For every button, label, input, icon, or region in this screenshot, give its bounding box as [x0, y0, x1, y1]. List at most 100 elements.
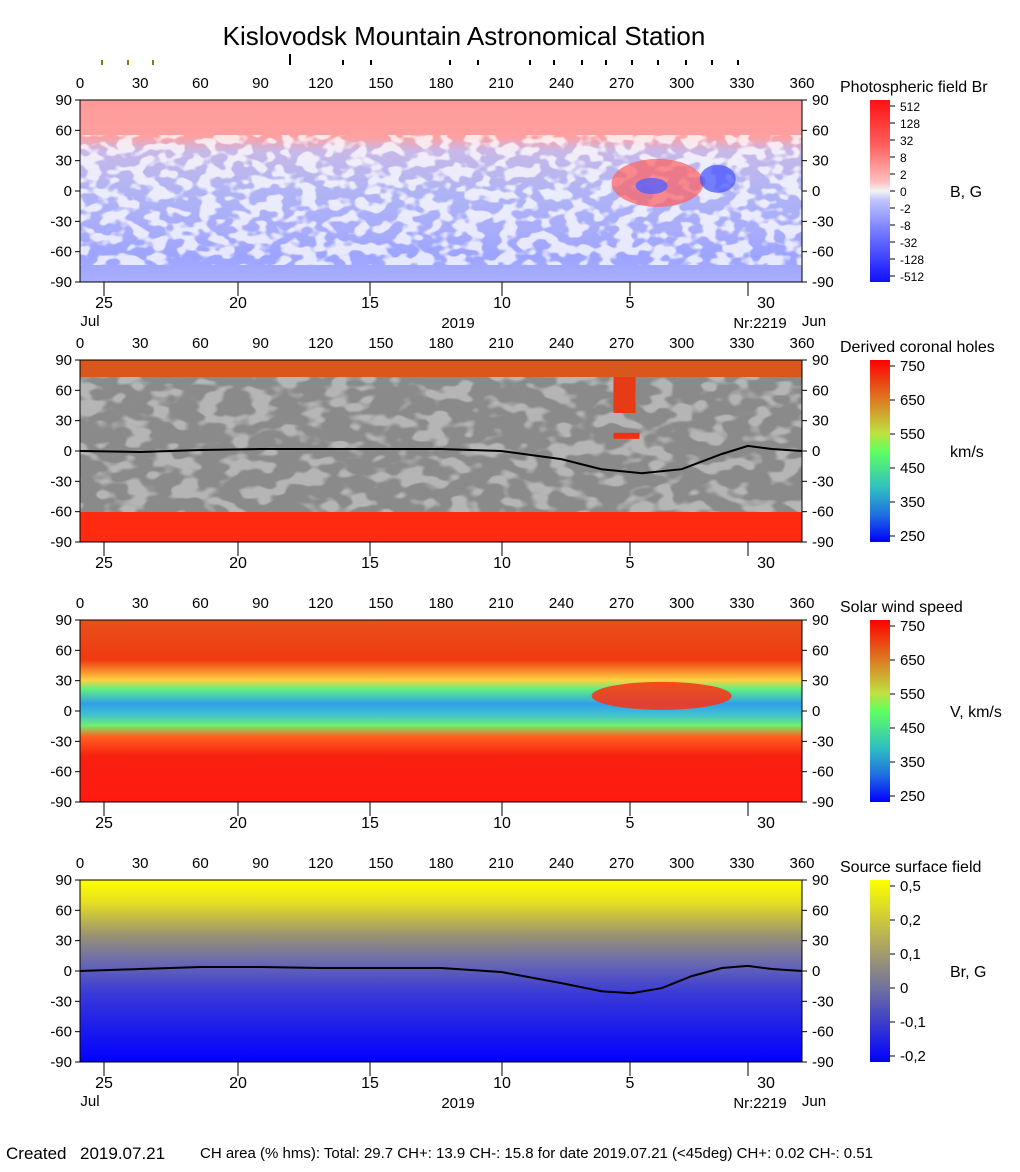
x-tick-label: 210: [489, 595, 514, 612]
footer-ch-area: CH area (% hms): Total: 29.7 CH+: 13.9 C…: [200, 1145, 873, 1162]
colorbar-tick-label: -0,2: [900, 1048, 926, 1065]
date-tick-label: 5: [626, 815, 635, 832]
y-tick-label-right: -60: [812, 1024, 834, 1041]
y-tick-label-right: 0: [812, 703, 820, 720]
x-tick-label: 270: [609, 75, 634, 92]
x-tick-label: 30: [132, 855, 149, 872]
colorbar-tick-label: 650: [900, 392, 925, 409]
y-tick-label-right: -30: [812, 733, 834, 750]
date-tick-label: 15: [361, 815, 379, 832]
y-tick-label-left: 60: [55, 122, 72, 139]
x-tick-label: 90: [252, 595, 269, 612]
date-tick-label: 20: [229, 815, 247, 832]
y-tick-label-left: -30: [50, 473, 72, 490]
date-tick-label: 5: [626, 555, 635, 572]
x-tick-label: 330: [729, 595, 754, 612]
y-tick-label-left: 90: [55, 352, 72, 369]
x-tick-label: 360: [789, 595, 814, 612]
y-tick-label-right: 30: [812, 933, 829, 950]
colorbar-tick-label: -128: [900, 253, 924, 267]
colorbar-tick-label: -0,1: [900, 1014, 926, 1031]
y-tick-label-left: 60: [55, 642, 72, 659]
x-tick-label: 300: [669, 75, 694, 92]
x-tick-label: 150: [368, 595, 393, 612]
colorbar-tick-label: 350: [900, 494, 925, 511]
y-tick-label-right: 90: [812, 92, 829, 109]
colorbar-tick-label: 350: [900, 754, 925, 771]
y-tick-label-right: 90: [812, 612, 829, 629]
colorbar-tick-label: 128: [900, 117, 920, 131]
date-tick-label: 10: [493, 815, 511, 832]
x-tick-label: 60: [192, 75, 209, 92]
rotation-number-label: Nr:2219: [733, 1095, 786, 1112]
x-tick-label: 0: [76, 335, 84, 352]
y-tick-label-left: 30: [55, 933, 72, 950]
x-tick-label: 150: [368, 855, 393, 872]
x-tick-label: 240: [549, 855, 574, 872]
y-tick-label-right: 30: [812, 413, 829, 430]
panel-title: Solar wind speed: [840, 599, 963, 616]
y-tick-label-left: 0: [64, 963, 72, 980]
colorbar-tick-label: 550: [900, 426, 925, 443]
x-tick-label: 120: [308, 335, 333, 352]
y-tick-label-right: -30: [812, 473, 834, 490]
colorbar-tick-label: 0,1: [900, 946, 921, 963]
date-tick-label: 10: [493, 295, 511, 312]
y-tick-label-left: -60: [50, 1024, 72, 1041]
active-region-negative-east: [699, 164, 736, 193]
source-surface-map: [80, 880, 802, 1062]
south-coronal-hole: [80, 512, 802, 542]
footer-created-date: 2019.07.21: [80, 1144, 165, 1163]
y-tick-label-left: -90: [50, 794, 72, 811]
y-tick-label-left: 30: [55, 153, 72, 170]
x-tick-label: 0: [76, 595, 84, 612]
colorbar: [870, 620, 890, 802]
y-tick-label-left: 0: [64, 703, 72, 720]
y-tick-label-right: 60: [812, 122, 829, 139]
date-tick-label: 10: [493, 1075, 511, 1092]
y-tick-label-left: -30: [50, 733, 72, 750]
x-tick-label: 300: [669, 855, 694, 872]
x-tick-label: 330: [729, 335, 754, 352]
colorbar-tick-label: 550: [900, 686, 925, 703]
y-tick-label-left: 90: [55, 872, 72, 889]
date-tick-label: 15: [361, 555, 379, 572]
y-tick-label-right: -30: [812, 993, 834, 1010]
colorbar-tick-label: 450: [900, 720, 925, 737]
y-tick-label-left: -60: [50, 764, 72, 781]
y-tick-label-right: 0: [812, 443, 820, 460]
y-tick-label-left: 60: [55, 382, 72, 399]
x-tick-label: 30: [132, 595, 149, 612]
date-tick-label: 15: [361, 295, 379, 312]
x-tick-label: 60: [192, 335, 209, 352]
y-tick-label-right: -90: [812, 534, 834, 551]
date-tick-label: 30: [757, 815, 775, 832]
date-tick-label: 25: [95, 1075, 113, 1092]
panel-title: Derived coronal holes: [840, 339, 995, 356]
date-tick-label: 25: [95, 295, 113, 312]
x-tick-label: 90: [252, 335, 269, 352]
y-tick-label-right: 60: [812, 382, 829, 399]
panel-title: Photospheric field Br: [840, 79, 988, 96]
y-tick-label-right: -60: [812, 764, 834, 781]
x-tick-label: 0: [76, 855, 84, 872]
colorbar-tick-label: 750: [900, 618, 925, 635]
date-tick-label: 20: [229, 295, 247, 312]
date-tick-label: 25: [95, 815, 113, 832]
y-tick-label-right: -90: [812, 274, 834, 291]
y-tick-label-right: -60: [812, 244, 834, 261]
colorbar-tick-label: 650: [900, 652, 925, 669]
date-tick-label: 20: [229, 1075, 247, 1092]
year-label: 2019: [441, 1095, 474, 1112]
x-tick-label: 210: [489, 855, 514, 872]
x-tick-label: 360: [789, 855, 814, 872]
x-tick-label: 240: [549, 335, 574, 352]
y-tick-label-left: 30: [55, 673, 72, 690]
colorbar: [870, 880, 890, 1062]
y-tick-label-right: 60: [812, 902, 829, 919]
x-tick-label: 30: [132, 75, 149, 92]
x-tick-label: 0: [76, 75, 84, 92]
neutral-line: [79, 444, 803, 475]
neutral-line: [79, 964, 803, 995]
